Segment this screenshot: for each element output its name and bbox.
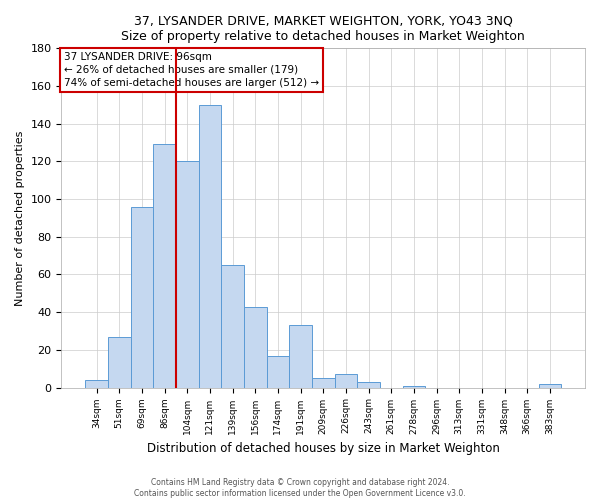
Bar xyxy=(108,336,131,388)
Bar xyxy=(244,306,266,388)
Text: Contains HM Land Registry data © Crown copyright and database right 2024.
Contai: Contains HM Land Registry data © Crown c… xyxy=(134,478,466,498)
X-axis label: Distribution of detached houses by size in Market Weighton: Distribution of detached houses by size … xyxy=(147,442,500,455)
Bar xyxy=(335,374,357,388)
Bar xyxy=(357,382,380,388)
Y-axis label: Number of detached properties: Number of detached properties xyxy=(15,130,25,306)
Bar xyxy=(85,380,108,388)
Bar xyxy=(153,144,176,388)
Bar xyxy=(539,384,561,388)
Bar xyxy=(403,386,425,388)
Text: 37 LYSANDER DRIVE: 96sqm
← 26% of detached houses are smaller (179)
74% of semi-: 37 LYSANDER DRIVE: 96sqm ← 26% of detach… xyxy=(64,52,319,88)
Bar xyxy=(131,206,153,388)
Bar xyxy=(199,105,221,388)
Bar xyxy=(312,378,335,388)
Bar xyxy=(289,326,312,388)
Title: 37, LYSANDER DRIVE, MARKET WEIGHTON, YORK, YO43 3NQ
Size of property relative to: 37, LYSANDER DRIVE, MARKET WEIGHTON, YOR… xyxy=(121,15,525,43)
Bar xyxy=(266,356,289,388)
Bar xyxy=(176,162,199,388)
Bar xyxy=(221,265,244,388)
